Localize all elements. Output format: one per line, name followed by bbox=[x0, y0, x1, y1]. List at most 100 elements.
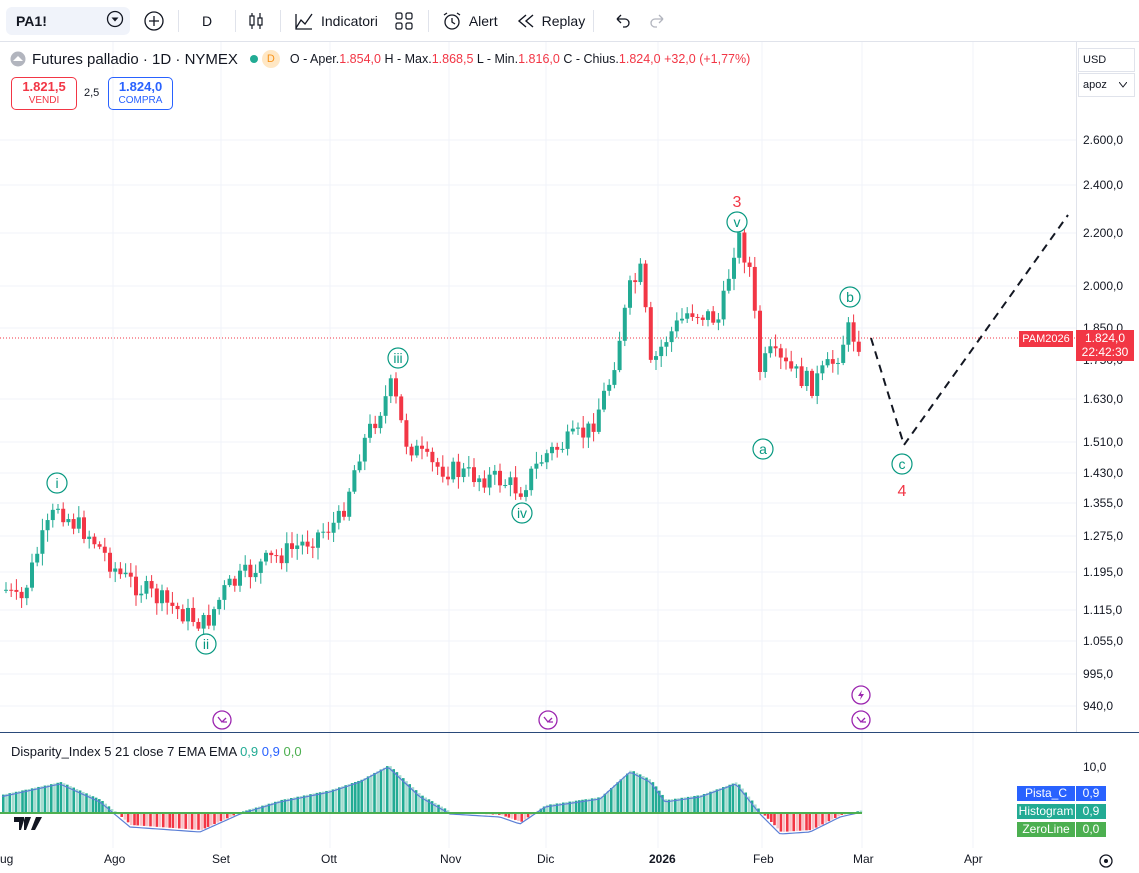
candle-body bbox=[97, 544, 102, 547]
symbol-search[interactable]: PA1! bbox=[6, 6, 130, 35]
candle-body bbox=[139, 593, 144, 596]
alert-button[interactable]: Alert bbox=[441, 5, 498, 37]
buy-label: COMPRA bbox=[118, 94, 163, 106]
open-value: 1.854,0 bbox=[339, 52, 381, 66]
histogram-bar bbox=[8, 793, 11, 813]
interval-button[interactable]: D bbox=[187, 5, 227, 37]
candle-body bbox=[544, 453, 549, 463]
histogram-bar bbox=[40, 786, 43, 813]
candle-body bbox=[825, 359, 830, 366]
candle-body bbox=[461, 468, 466, 478]
histogram-bar bbox=[296, 796, 299, 813]
histogram-bar bbox=[421, 795, 424, 813]
candle-body bbox=[154, 588, 159, 604]
candle-body bbox=[206, 615, 211, 626]
spread-value: 2,5 bbox=[84, 87, 100, 99]
histogram-bar bbox=[824, 813, 827, 823]
histogram-bar bbox=[126, 813, 130, 823]
candle-body bbox=[331, 522, 336, 533]
candle-body bbox=[71, 519, 76, 529]
templates-button[interactable] bbox=[388, 5, 420, 37]
indicator-tag-value: 0,9 bbox=[1076, 804, 1106, 819]
price-axis-label: 1.055,0 bbox=[1083, 634, 1124, 648]
histogram-bar bbox=[798, 813, 802, 831]
histogram-bar bbox=[424, 797, 427, 813]
histogram-bar bbox=[546, 804, 549, 813]
svg-text:c: c bbox=[899, 456, 906, 472]
histogram-bar bbox=[226, 813, 229, 819]
candle-body bbox=[466, 467, 471, 469]
indicator-axis-label: 10,0 bbox=[1083, 760, 1107, 774]
histogram-bar bbox=[254, 807, 258, 813]
histogram-bar bbox=[206, 813, 210, 827]
candle-body bbox=[539, 462, 544, 464]
histogram-bar bbox=[818, 813, 821, 826]
candle-body bbox=[700, 317, 705, 320]
indicators-button[interactable]: Indicatori bbox=[293, 5, 378, 37]
toolbar-divider bbox=[427, 9, 429, 32]
add-symbol-icon[interactable] bbox=[106, 10, 124, 31]
indicator-value-2: 0,9 bbox=[261, 744, 280, 759]
open-label: O - Aper. bbox=[289, 52, 340, 66]
symbol-label: PA1! bbox=[16, 12, 47, 29]
candle-body bbox=[180, 609, 185, 622]
histogram-bar bbox=[344, 785, 347, 813]
compare-button[interactable] bbox=[138, 5, 170, 37]
split-icon bbox=[538, 710, 558, 730]
wave-label-i: i bbox=[46, 472, 68, 494]
histogram-bar bbox=[277, 800, 280, 813]
histogram-bar bbox=[392, 769, 395, 813]
undo-icon bbox=[616, 14, 630, 28]
histogram-bar bbox=[706, 792, 709, 813]
candle-body bbox=[446, 476, 450, 480]
candle-body bbox=[170, 602, 175, 606]
histogram-bar bbox=[101, 801, 104, 813]
redo-button[interactable] bbox=[642, 5, 674, 37]
unit-select[interactable]: apoz bbox=[1078, 73, 1135, 97]
candle-body bbox=[404, 420, 409, 447]
close-label: C - Chius. bbox=[563, 52, 619, 66]
candle-body bbox=[555, 446, 560, 450]
sell-button[interactable]: 1.821,5 VENDI bbox=[11, 77, 77, 110]
histogram-bar bbox=[427, 799, 431, 813]
histogram-bar bbox=[555, 803, 559, 813]
chart-type-button[interactable] bbox=[240, 5, 272, 37]
price-axis[interactable] bbox=[1076, 42, 1139, 732]
currency-select[interactable]: USD bbox=[1078, 48, 1135, 72]
price-grid bbox=[0, 42, 1076, 848]
candle-body bbox=[752, 266, 757, 311]
buy-price: 1.824,0 bbox=[118, 78, 163, 94]
histogram-bar bbox=[776, 813, 779, 829]
candle-body bbox=[477, 478, 482, 483]
candle-body bbox=[409, 446, 414, 456]
candle-body bbox=[201, 615, 206, 629]
histogram-bar bbox=[718, 788, 722, 813]
candle-body bbox=[378, 415, 383, 429]
histogram-bar bbox=[728, 784, 731, 813]
histogram-bar bbox=[184, 813, 187, 829]
replay-button[interactable]: Replay bbox=[516, 5, 585, 37]
histogram-bar bbox=[712, 790, 715, 813]
histogram-bar bbox=[770, 813, 773, 822]
date-axis-label: 2026 bbox=[649, 852, 676, 866]
date-axis-label: Feb bbox=[753, 852, 774, 866]
candle-body bbox=[113, 568, 118, 572]
rewind-icon bbox=[517, 13, 534, 28]
histogram-bar bbox=[782, 813, 786, 832]
histogram-bar bbox=[360, 779, 363, 813]
histogram-bar bbox=[270, 802, 274, 813]
histogram-bar bbox=[50, 784, 53, 813]
histogram-bar bbox=[5, 793, 8, 813]
histogram-bar bbox=[302, 795, 306, 813]
buy-button[interactable]: 1.824,0 COMPRA bbox=[108, 77, 173, 110]
histogram-bar bbox=[430, 801, 434, 813]
candle-body bbox=[451, 461, 456, 480]
price-axis-label: 1.355,0 bbox=[1083, 496, 1124, 510]
redo-icon bbox=[650, 14, 664, 28]
undo-button[interactable] bbox=[606, 5, 638, 37]
candle-body bbox=[149, 581, 154, 589]
pane-separator[interactable] bbox=[0, 732, 1139, 733]
price-axis-label: 2.600,0 bbox=[1083, 133, 1124, 147]
candle-body bbox=[726, 278, 731, 291]
